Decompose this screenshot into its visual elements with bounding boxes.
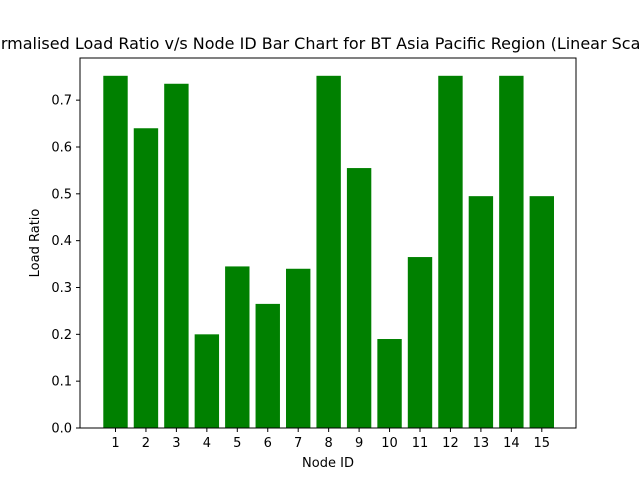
x-tick-label: 6 <box>264 436 272 451</box>
x-axis: 1 2 3 4 5 6 7 8 9 10 11 12 13 14 15 <box>111 428 550 451</box>
bar-node-5 <box>225 266 250 428</box>
x-axis-label: Node ID <box>302 456 354 471</box>
bar-node-4 <box>194 334 220 428</box>
x-tick-label: 3 <box>172 436 180 451</box>
bar-node-3 <box>164 83 189 428</box>
x-tick-label: 15 <box>534 436 551 451</box>
y-tick-label: 0.3 <box>51 281 72 296</box>
bar-node-11 <box>407 257 433 428</box>
y-tick-label: 0.5 <box>51 187 72 202</box>
x-tick-label: 10 <box>381 436 398 451</box>
bar-node-2 <box>133 128 159 428</box>
y-tick-label: 0.2 <box>51 328 72 343</box>
bar-node-12 <box>438 75 463 429</box>
x-tick-label: 8 <box>325 436 333 451</box>
plot-frame <box>79 57 577 429</box>
x-tick-label: 2 <box>142 436 150 451</box>
y-axis-label: Load Ratio <box>28 209 43 278</box>
bar-node-10 <box>377 339 402 428</box>
bars-group <box>103 75 554 429</box>
x-tick-label: 1 <box>111 436 119 451</box>
x-tick-label: 7 <box>294 436 302 451</box>
x-tick-label: 11 <box>412 436 429 451</box>
y-tick-label: 0.6 <box>51 140 72 155</box>
x-tick-label: 5 <box>233 436 241 451</box>
y-axis: 0.0 0.1 0.2 0.3 0.4 0.5 0.6 0.7 <box>51 94 80 437</box>
bar-node-13 <box>468 196 494 428</box>
y-tick-label: 0.0 <box>51 422 72 437</box>
bar-node-7 <box>286 268 311 428</box>
x-tick-label: 14 <box>503 436 520 451</box>
x-tick-label: 13 <box>473 436 490 451</box>
bar-node-6 <box>255 303 280 428</box>
bar-node-15 <box>529 196 554 428</box>
y-tick-label: 0.4 <box>51 234 72 249</box>
chart-title: Normalised Load Ratio v/s Node ID Bar Ch… <box>0 34 640 53</box>
bar-node-9 <box>346 168 372 428</box>
x-tick-label: 4 <box>203 436 211 451</box>
y-tick-label: 0.7 <box>51 94 72 109</box>
bar-node-14 <box>499 75 524 429</box>
bar-node-1 <box>103 75 128 429</box>
bar-node-8 <box>316 75 341 429</box>
x-tick-label: 12 <box>442 436 459 451</box>
y-tick-label: 0.1 <box>51 375 72 390</box>
x-tick-label: 9 <box>355 436 363 451</box>
